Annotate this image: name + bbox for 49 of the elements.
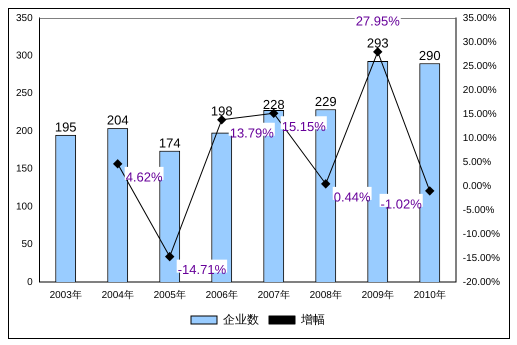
y-tick-label: 100 xyxy=(16,201,34,212)
point xyxy=(425,186,434,196)
x-tick-label: 2008年 xyxy=(310,288,342,301)
y2-tick-label: 25.00% xyxy=(462,60,497,72)
data-label: -1.02% xyxy=(380,196,422,212)
data-label: 13.79% xyxy=(230,125,274,140)
y-tick-label: 250 xyxy=(16,88,34,100)
y2-tick-label: 0.00% xyxy=(462,180,492,192)
data-label: 204 xyxy=(106,112,129,128)
y2-tick-label: 10.00% xyxy=(462,132,497,144)
y-tick-label: 150 xyxy=(16,164,34,175)
y2-tick-label: -15.00% xyxy=(462,252,500,264)
x-tick-label: 2006年 xyxy=(206,288,238,301)
x-tick-label: 2009年 xyxy=(362,288,394,301)
data-label: 195 xyxy=(54,119,77,134)
data-label: 198 xyxy=(210,103,233,118)
x-tick-label: 2005年 xyxy=(154,288,186,301)
y2-tick-label: 35.00% xyxy=(462,12,497,24)
y-tick-label: 50 xyxy=(22,239,34,250)
y-tick-label: 200 xyxy=(16,126,34,137)
y2-tick-label: 15.00% xyxy=(462,108,497,120)
data-label: 27.95% xyxy=(356,13,400,28)
data-label: 290 xyxy=(418,48,441,63)
y-tick-label: 300 xyxy=(16,50,34,62)
legend-label: 企业数 xyxy=(223,312,259,326)
y2-tick-label: 5.00% xyxy=(462,156,492,168)
data-label: 0.44% xyxy=(334,189,372,204)
x-tick-label: 2003年 xyxy=(50,288,82,301)
data-label: -14.71% xyxy=(178,262,227,278)
point xyxy=(113,159,122,168)
y-tick-label: 350 xyxy=(16,12,34,24)
y-tick-label: 0 xyxy=(27,276,34,288)
data-label: 174 xyxy=(158,135,181,150)
data-label: 228 xyxy=(262,96,285,112)
y2-tick-label: -20.00% xyxy=(462,276,500,288)
x-tick-label: 2007年 xyxy=(258,288,290,301)
legend-label: 增幅 xyxy=(300,312,325,326)
data-label: 15.15% xyxy=(282,118,326,134)
y2-tick-label: -5.00% xyxy=(462,204,495,216)
x-tick-label: 2010年 xyxy=(414,288,446,301)
point xyxy=(165,252,174,262)
point xyxy=(321,179,330,188)
data-label: 4.62% xyxy=(126,169,163,184)
data-label: 293 xyxy=(366,35,389,50)
y2-tick-label: 30.00% xyxy=(462,36,497,48)
y2-tick-label: 20.00% xyxy=(462,84,497,96)
x-tick-label: 2004年 xyxy=(102,288,134,301)
data-label: 229 xyxy=(314,94,337,109)
y2-tick-label: -10.00% xyxy=(462,228,500,240)
